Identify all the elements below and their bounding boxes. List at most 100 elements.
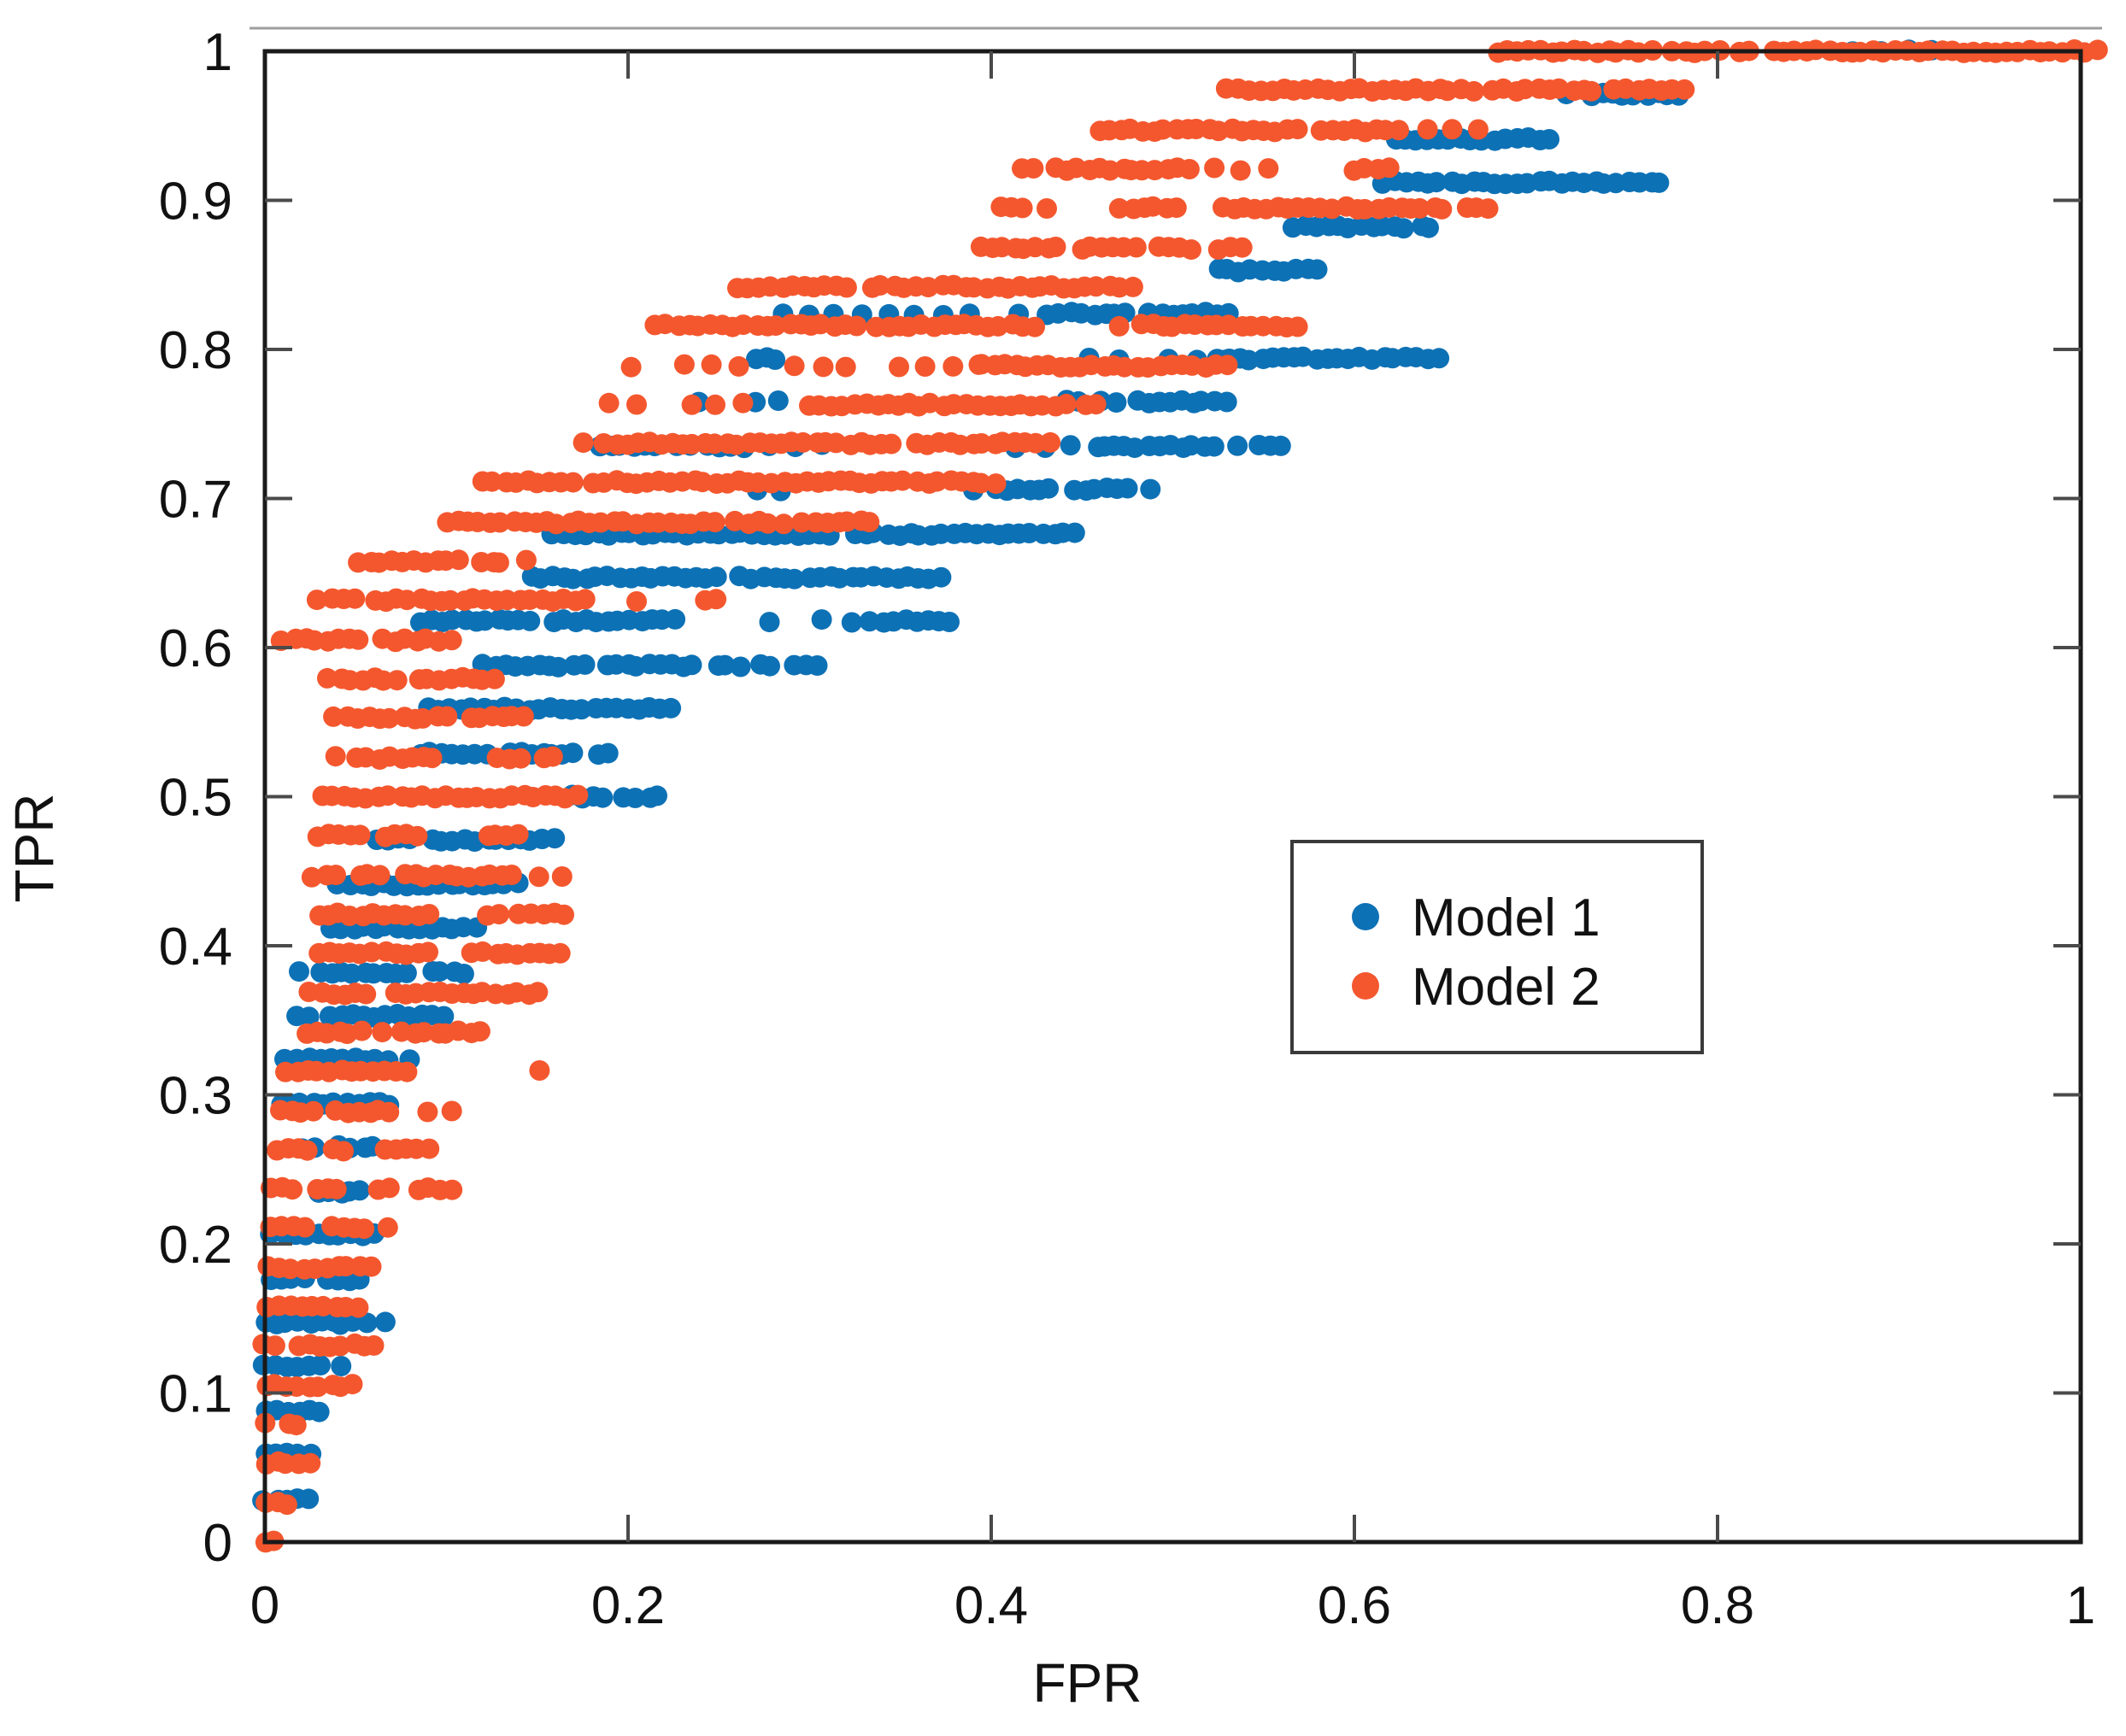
data-point: [730, 656, 751, 677]
data-point: [757, 513, 778, 534]
data-point: [310, 1355, 331, 1375]
data-point: [625, 788, 646, 808]
data-point: [835, 356, 856, 378]
y-tick-label: 0.6: [159, 619, 232, 678]
data-point: [544, 828, 566, 849]
data-point: [562, 472, 584, 493]
data-point: [513, 706, 534, 727]
data-point: [571, 699, 592, 720]
data-point: [331, 1356, 352, 1376]
data-point: [308, 1376, 329, 1398]
y-tick-label: 0.5: [159, 769, 232, 828]
data-point: [732, 314, 754, 336]
data-point: [348, 1297, 369, 1318]
data-point: [1125, 237, 1147, 258]
data-point: [1270, 435, 1291, 456]
data-point: [437, 706, 458, 727]
data-point: [1463, 80, 1484, 102]
data-point: [1060, 435, 1081, 456]
data-point: [289, 961, 309, 982]
data-point: [412, 707, 433, 729]
data-point: [528, 866, 549, 888]
data-point: [773, 513, 795, 535]
data-point: [1539, 129, 1559, 150]
data-point: [369, 865, 391, 886]
data-point: [308, 1401, 330, 1422]
data-point: [372, 1022, 393, 1043]
data-point: [784, 355, 805, 377]
data-point: [943, 355, 964, 377]
data-point: [297, 1140, 318, 1161]
data-point: [298, 1006, 320, 1028]
data-point: [520, 610, 541, 631]
data-point: [282, 1179, 303, 1200]
data-point: [681, 394, 702, 415]
data-point: [889, 356, 909, 378]
data-point: [344, 588, 366, 609]
data-point: [448, 549, 469, 571]
data-point: [1045, 237, 1066, 257]
data-point: [1106, 392, 1127, 413]
y-tick-label: 0.8: [159, 321, 232, 380]
data-point: [379, 707, 400, 729]
x-tick-label: 0.6: [1318, 1576, 1391, 1635]
data-point: [1581, 80, 1602, 102]
x-tick-label: 0.4: [954, 1576, 1028, 1635]
data-point: [379, 1101, 400, 1123]
data-point: [1378, 157, 1400, 179]
data-point: [939, 612, 960, 632]
data-point: [508, 824, 529, 845]
data-point: [1287, 119, 1308, 140]
y-tick-label: 0.1: [159, 1365, 232, 1424]
data-point: [673, 354, 695, 375]
data-point: [1467, 119, 1489, 140]
data-point: [515, 549, 537, 571]
data-point: [1055, 393, 1077, 414]
data-point: [481, 471, 502, 492]
data-point: [335, 1256, 356, 1277]
data-point: [620, 356, 642, 378]
x-tick-label: 0.2: [591, 1576, 665, 1635]
data-point: [914, 356, 936, 377]
legend-label-2: Model 2: [1412, 958, 1600, 1017]
data-point: [529, 1060, 550, 1081]
data-point: [1108, 315, 1130, 337]
data-point: [567, 784, 589, 806]
data-point: [931, 566, 952, 588]
data-point: [759, 612, 780, 633]
y-tick-label: 0: [203, 1514, 232, 1573]
data-point: [1230, 160, 1251, 181]
data-point: [706, 589, 727, 610]
y-tick-label: 0.9: [159, 173, 232, 232]
data-point: [294, 1217, 315, 1238]
data-point: [325, 746, 346, 767]
data-point: [488, 552, 509, 573]
data-point: [349, 824, 371, 846]
data-point: [1418, 217, 1439, 238]
legend-marker-1-icon: [1352, 903, 1379, 930]
data-point: [705, 394, 725, 415]
data-point: [396, 589, 418, 611]
data-point: [1181, 239, 1201, 261]
data-point: [1122, 276, 1143, 297]
data-point: [1085, 276, 1107, 297]
data-point: [1514, 79, 1536, 100]
data-point: [440, 589, 461, 611]
data-point: [791, 512, 813, 533]
data-point: [484, 668, 505, 689]
data-point: [813, 356, 834, 378]
data-point: [349, 1180, 370, 1201]
data-point: [1203, 436, 1225, 457]
data-point: [348, 629, 369, 650]
data-point: [407, 825, 428, 847]
data-point: [433, 1006, 455, 1027]
data-point: [421, 748, 443, 769]
data-point: [562, 568, 584, 589]
data-point: [841, 612, 862, 633]
data-point: [489, 512, 510, 533]
data-point: [1038, 478, 1060, 499]
data-point: [418, 941, 438, 963]
data-point: [784, 568, 805, 589]
data-point: [837, 511, 858, 532]
data-point: [396, 962, 417, 983]
